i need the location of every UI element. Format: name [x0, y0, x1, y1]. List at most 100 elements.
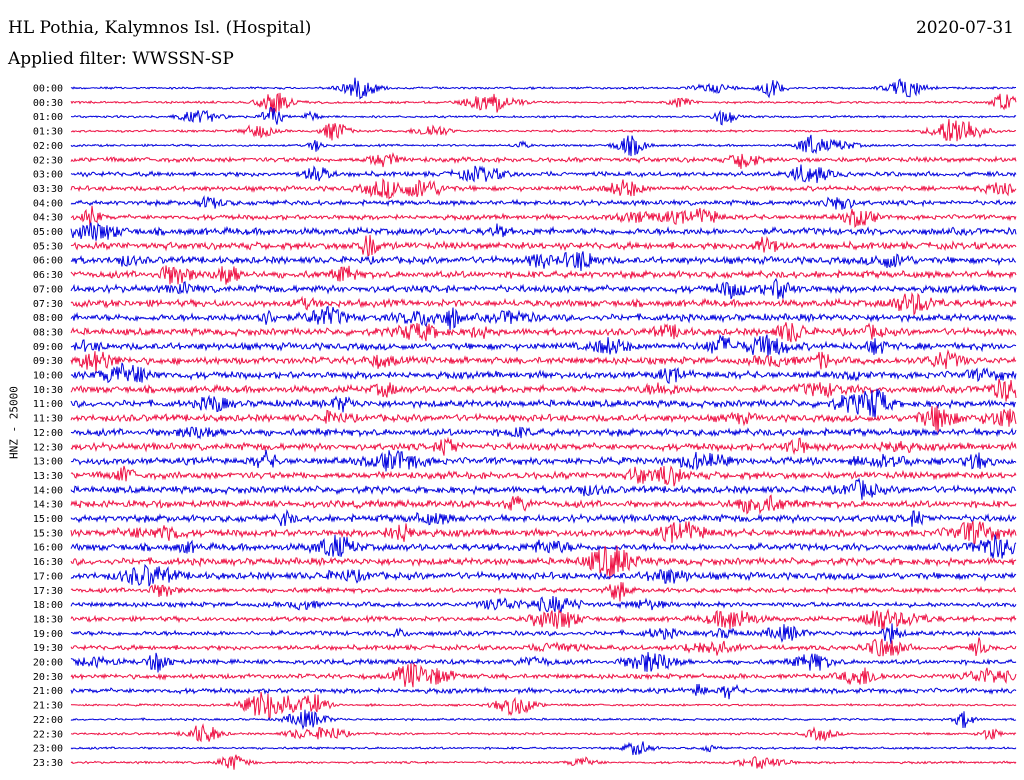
- seismogram-trace: [70, 305, 1017, 331]
- seismogram-trace: [70, 534, 1017, 559]
- time-tick-label: 20:30: [33, 672, 63, 683]
- time-tick-label: 21:00: [33, 686, 63, 697]
- seismogram-trace: [70, 449, 1017, 472]
- time-tick-label: 09:30: [33, 356, 63, 367]
- time-tick-label: 02:00: [33, 141, 63, 152]
- seismogram-trace: [70, 723, 1017, 743]
- seismogram-trace: [70, 545, 1017, 580]
- seismogram-trace: [70, 652, 1017, 673]
- time-tick-label: 15:30: [33, 528, 63, 539]
- time-tick-label: 06:00: [33, 256, 63, 267]
- seismogram-trace: [70, 333, 1017, 358]
- seismogram-trace: [70, 436, 1017, 456]
- time-tick-label: 17:00: [33, 571, 63, 582]
- filter-label: Applied filter: WWSSN-SP: [8, 49, 234, 69]
- seismogram-trace: [70, 164, 1017, 184]
- time-tick-label: 00:30: [33, 98, 63, 109]
- time-tick-label: 21:30: [33, 701, 63, 712]
- time-tick-label: 19:30: [33, 643, 63, 654]
- time-tick-label: 17:30: [33, 586, 63, 597]
- seismogram-trace: [70, 77, 1016, 100]
- seismogram-traces: [70, 77, 1017, 770]
- seismogram-trace: [70, 508, 1017, 527]
- time-tick-label: 10:00: [33, 371, 63, 382]
- time-tick-label: 04:00: [33, 198, 63, 209]
- time-tick-label: 08:30: [33, 327, 63, 338]
- time-tick-label: 16:00: [33, 543, 63, 554]
- seismogram-trace: [70, 195, 1017, 210]
- time-tick-label: 01:00: [33, 112, 63, 123]
- station-title: HL Pothia, Kalymnos Isl. (Hospital): [8, 18, 312, 38]
- seismogram-trace: [70, 92, 1017, 114]
- time-tick-label: 23:00: [33, 744, 63, 755]
- time-tick-label: 22:00: [33, 715, 63, 726]
- seismogram-trace: [70, 683, 1017, 700]
- seismogram-trace: [70, 465, 1017, 487]
- seismogram-trace: [70, 582, 1017, 602]
- time-tick-label: 11:00: [33, 399, 63, 410]
- seismogram-trace: [70, 222, 1017, 241]
- seismogram-trace: [70, 277, 1017, 300]
- seismogram-trace: [70, 405, 1017, 435]
- time-tick-label: 14:30: [33, 500, 63, 511]
- time-tick-label: 19:00: [33, 629, 63, 640]
- seismogram-trace: [70, 134, 1017, 157]
- time-tick-label: 04:30: [33, 213, 63, 224]
- time-tick-label: 09:00: [33, 342, 63, 353]
- time-tick-labels: 00:00 00:30 01:00 01:30 02:00 02:30 03:00 03:30…: [33, 84, 63, 769]
- seismogram-trace: [70, 596, 1017, 614]
- seismogram-trace: [70, 691, 1017, 720]
- seismogram-trace: [70, 378, 1017, 402]
- seismogram-trace: [70, 637, 1017, 657]
- seismogram-trace: [70, 608, 1017, 630]
- time-tick-label: 18:00: [33, 600, 63, 611]
- seismogram-trace: [70, 477, 1017, 500]
- seismogram-trace: [70, 251, 1017, 272]
- time-tick-label: 02:30: [33, 155, 63, 166]
- time-tick-label: 20:00: [33, 658, 63, 669]
- seismogram-trace: [70, 563, 1017, 587]
- seismogram-trace: [70, 709, 1017, 730]
- time-tick-label: 12:30: [33, 442, 63, 453]
- time-tick-label: 22:30: [33, 729, 63, 740]
- time-tick-label: 11:30: [33, 414, 63, 425]
- time-tick-label: 13:30: [33, 471, 63, 482]
- seismogram-trace: [70, 754, 1017, 770]
- time-tick-label: 13:00: [33, 457, 63, 468]
- time-tick-label: 15:00: [33, 514, 63, 525]
- seismogram-trace: [70, 426, 1017, 440]
- time-tick-label: 14:00: [33, 485, 63, 496]
- time-tick-label: 05:30: [33, 241, 63, 252]
- seismogram-trace: [70, 348, 1017, 374]
- seismogram-trace: [70, 177, 1017, 200]
- seismogram-trace: [70, 388, 1016, 420]
- time-tick-label: 07:00: [33, 284, 63, 295]
- time-tick-label: 07:30: [33, 299, 63, 310]
- time-tick-label: 01:30: [33, 127, 63, 138]
- seismogram-trace: [70, 494, 1017, 515]
- date-label: 2020-07-31: [915, 18, 1014, 38]
- time-tick-label: 12:00: [33, 428, 63, 439]
- time-tick-label: 23:30: [33, 758, 63, 769]
- time-tick-label: 03:00: [33, 170, 63, 181]
- time-tick-label: 05:00: [33, 227, 63, 238]
- seismogram-trace: [70, 205, 1017, 229]
- seismogram-trace: [71, 106, 1017, 126]
- time-tick-label: 10:30: [33, 385, 63, 396]
- time-tick-label: 06:30: [33, 270, 63, 281]
- seismogram-trace: [70, 362, 1017, 384]
- seismogram-trace: [70, 234, 1017, 257]
- seismogram-trace: [70, 322, 1017, 343]
- time-tick-label: 00:00: [33, 84, 63, 95]
- seismogram-trace: [70, 520, 1017, 546]
- seismogram-trace: [70, 265, 1017, 285]
- seismogram-trace: [70, 151, 1017, 169]
- seismogram-trace: [70, 741, 1017, 756]
- time-tick-label: 16:30: [33, 557, 63, 568]
- seismogram-trace: [70, 623, 1017, 644]
- time-tick-label: 03:30: [33, 184, 63, 195]
- seismogram-trace: [70, 119, 1017, 142]
- time-tick-label: 18:30: [33, 614, 63, 625]
- seismogram-trace: [70, 291, 1017, 316]
